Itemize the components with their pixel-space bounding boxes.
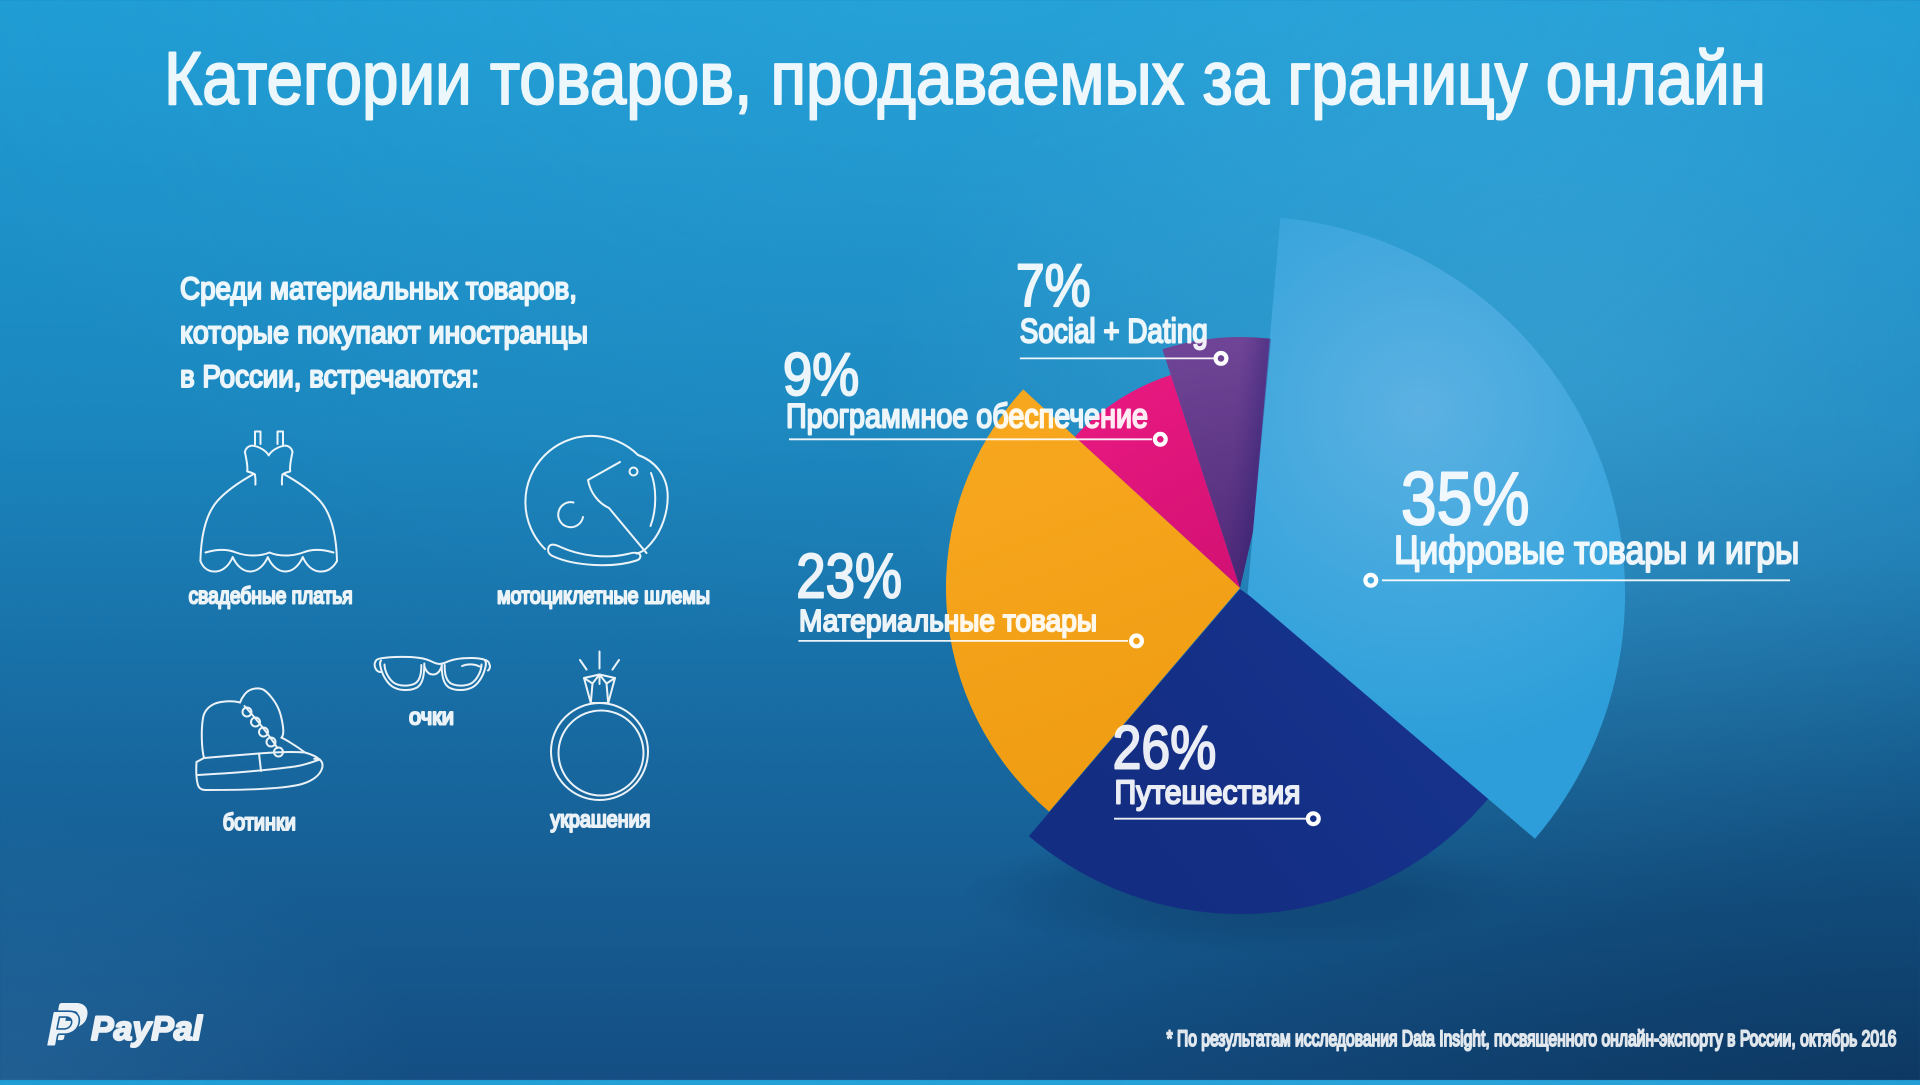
svg-text:7%: 7% bbox=[1016, 252, 1091, 319]
svg-text:очки: очки bbox=[409, 703, 454, 729]
svg-text:украшения: украшения bbox=[550, 806, 650, 832]
svg-text:23%: 23% bbox=[796, 542, 902, 612]
svg-text:PayPal: PayPal bbox=[91, 1010, 204, 1048]
svg-text:в России, встречаются:: в России, встречаются: bbox=[180, 358, 479, 394]
svg-text:Программное обеспечение: Программное обеспечение bbox=[786, 398, 1148, 436]
svg-text:Social + Dating: Social + Dating bbox=[1020, 313, 1208, 351]
svg-text:свадебные платья: свадебные платья bbox=[189, 582, 353, 608]
svg-text:Материальные товары: Материальные товары bbox=[799, 603, 1097, 638]
svg-text:которые покупают иностранцы: которые покупают иностранцы bbox=[180, 314, 588, 350]
svg-text:Категории товаров, продаваемых: Категории товаров, продаваемых за границ… bbox=[164, 36, 1766, 120]
svg-text:35%: 35% bbox=[1401, 457, 1530, 541]
svg-text:Путешествия: Путешествия bbox=[1115, 775, 1301, 812]
svg-text:ботинки: ботинки bbox=[223, 809, 296, 835]
svg-text:мотоциклетные шлемы: мотоциклетные шлемы bbox=[497, 582, 710, 608]
svg-text:9%: 9% bbox=[783, 341, 859, 408]
svg-text:Среди материальных товаров,: Среди материальных товаров, bbox=[180, 270, 577, 306]
svg-text:Цифровые товары и игры: Цифровые товары и игры bbox=[1394, 529, 1799, 573]
svg-text:26%: 26% bbox=[1113, 713, 1217, 781]
svg-text:* По результатам исследования: * По результатам исследования Data Insig… bbox=[1167, 1026, 1897, 1051]
